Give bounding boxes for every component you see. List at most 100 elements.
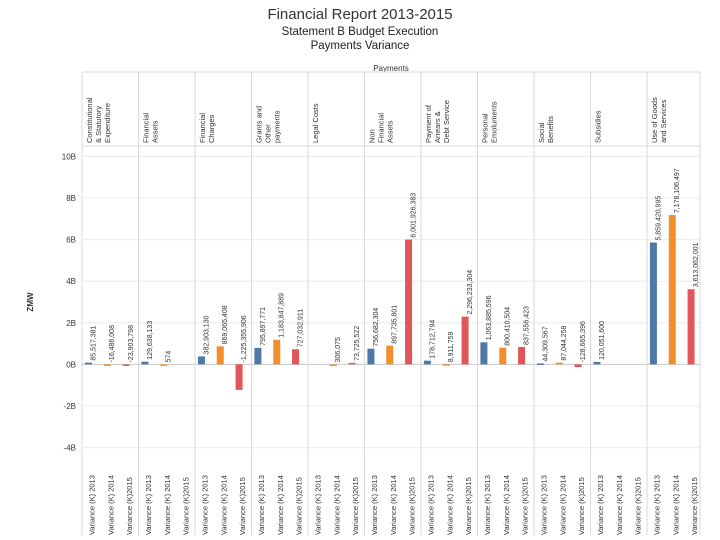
x-category-label: Variance (K) 2014 <box>332 475 341 535</box>
bar-value-label: 1,183,847,889 <box>279 293 286 338</box>
x-category-label: Variance (K) 2013 <box>200 475 209 535</box>
bar-value-label: 3,613,062,001 <box>693 242 700 287</box>
bar-value-label: 5,859,420,995 <box>655 196 662 241</box>
bar-variance-k-2015 <box>461 316 469 365</box>
bar-value-label: 574 <box>166 351 173 363</box>
group-header: FinancialAssets <box>142 113 160 143</box>
bar-value-label: 1,063,885,596 <box>486 295 493 340</box>
x-category-label: Variance (K) 2014 <box>615 475 624 535</box>
report-subtitle-payments: Payments Variance <box>310 40 410 52</box>
bar-variance-k-2014 <box>386 345 394 365</box>
bar-value-label: 837,556,423 <box>524 306 531 345</box>
x-category-label: Variance (K)2015 <box>238 477 247 535</box>
bar-value-label: 87,044,258 <box>561 325 568 360</box>
x-category-label: Variance (K)2015 <box>521 477 530 535</box>
x-category-label: Variance (K) 2014 <box>163 475 172 535</box>
x-category-label: Variance (K)2015 <box>577 477 586 535</box>
group-header: FinancialCharges <box>198 113 216 143</box>
y-tick-label: -4B <box>64 444 76 453</box>
bar-variance-k-2013 <box>367 348 375 365</box>
bar-value-label: 382,903,130 <box>203 315 210 354</box>
x-category-label: Variance (K) 2013 <box>370 475 379 535</box>
group-header: Legal Costs <box>311 103 320 143</box>
report-subtitle-statement: Statement B Budget Execution <box>281 26 439 38</box>
bar-value-label: -1,225,355,906 <box>241 315 248 362</box>
bar-variance-k-2013 <box>141 361 149 365</box>
bar-value-label: -128,665,396 <box>580 321 587 362</box>
bar-variance-k-2015 <box>235 364 243 390</box>
bar-value-label: 756,682,304 <box>373 308 380 347</box>
bar-variance-k-2015 <box>687 289 695 365</box>
bar-variance-k-2014 <box>103 364 111 366</box>
y-axis-title: ZMW <box>26 292 35 312</box>
bar-variance-k-2014 <box>668 215 676 365</box>
bar-value-label: 869,065,408 <box>222 305 229 344</box>
x-category-label: Variance (K) 2014 <box>389 475 398 535</box>
bar-variance-k-2013 <box>593 361 601 365</box>
bar-variance-k-2013 <box>254 347 262 365</box>
group-header: NonFinancialAssets <box>368 113 395 143</box>
group-header: Use of Goodsand Services <box>650 97 668 143</box>
y-tick-label: -2B <box>64 402 76 411</box>
bar-variance-k-2013 <box>423 360 431 365</box>
bar-value-label: 44,309,567 <box>542 326 549 361</box>
bar-variance-k-2013 <box>536 363 544 365</box>
y-tick-label: 6B <box>66 236 76 245</box>
x-category-label: Variance (K) 2014 <box>558 475 567 535</box>
group-header: SocialBenefits <box>537 116 555 143</box>
group-header: PersonalEmoluments <box>481 101 499 143</box>
x-category-label: Variance (K) 2013 <box>426 475 435 535</box>
group-header: Constitutional& StatutoryExpenditure <box>85 97 112 143</box>
bar-value-label: 73,725,522 <box>354 326 361 361</box>
bar-variance-k-2015 <box>405 239 413 365</box>
y-tick-label: 0B <box>66 360 76 369</box>
bar-variance-k-2014 <box>555 362 563 365</box>
group-header: Grants andOtherpayments <box>255 106 282 143</box>
bar-variance-k-2013 <box>84 362 92 365</box>
bar-value-label: 7,178,106,497 <box>674 168 681 213</box>
bar-variance-k-2015 <box>292 349 300 365</box>
bar-variance-k-2015 <box>518 346 526 365</box>
x-category-label: Variance (K)2015 <box>408 477 417 535</box>
x-category-label: Variance (K)2015 <box>182 477 191 535</box>
bar-variance-k-2014 <box>160 364 168 366</box>
x-category-label: Variance (K) 2013 <box>257 475 266 535</box>
bar-value-label: -16,486,008 <box>109 325 116 362</box>
x-category-label: Variance (K)2015 <box>295 477 304 535</box>
bar-variance-k-2013 <box>197 356 205 365</box>
x-category-label: Variance (K) 2014 <box>106 475 115 535</box>
bar-variance-k-2013 <box>480 342 488 365</box>
x-category-label: Variance (K)2015 <box>634 477 643 535</box>
bar-value-label: 178,712,794 <box>429 320 436 359</box>
bar-value-label: 85,517,381 <box>90 325 97 360</box>
bar-variance-k-2014 <box>499 347 507 365</box>
x-category-label: Variance (K) 2014 <box>502 475 511 535</box>
bar-variance-k-2015 <box>574 364 582 368</box>
group-header: Subsidies <box>594 110 603 143</box>
x-category-label: Variance (K) 2013 <box>596 475 605 535</box>
bar-variance-k-2013 <box>649 242 657 365</box>
bar-variance-k-2014 <box>273 339 281 365</box>
bar-value-label: 129,638,133 <box>147 321 154 360</box>
bar-value-label: 6,001,926,383 <box>411 193 418 238</box>
report-title: Financial Report 2013-2015 <box>267 6 453 23</box>
x-category-label: Variance (K) 2014 <box>219 475 228 535</box>
x-category-label: Variance (K)2015 <box>351 477 360 535</box>
bar-value-label: -23,903,798 <box>128 325 135 362</box>
y-tick-label: 8B <box>66 194 76 203</box>
bar-value-label: 2,296,233,304 <box>467 270 474 315</box>
bar-variance-k-2014 <box>329 364 337 366</box>
bar-value-label: 306,075 <box>335 337 342 362</box>
x-category-label: Variance (K) 2013 <box>539 475 548 535</box>
bar-variance-k-2014 <box>442 364 450 366</box>
bar-value-label: 897,735,801 <box>392 305 399 344</box>
bar-value-label: 795,897,771 <box>260 307 267 346</box>
y-tick-label: 2B <box>66 319 76 328</box>
bar-value-label: 727,032,911 <box>298 309 305 348</box>
x-category-label: Variance (K)2015 <box>690 477 699 535</box>
bar-value-label: 8,911,759 <box>448 331 455 362</box>
bar-variance-k-2015 <box>122 364 130 366</box>
x-category-label: Variance (K) 2014 <box>671 475 680 535</box>
facet-title: Payments <box>373 64 409 73</box>
